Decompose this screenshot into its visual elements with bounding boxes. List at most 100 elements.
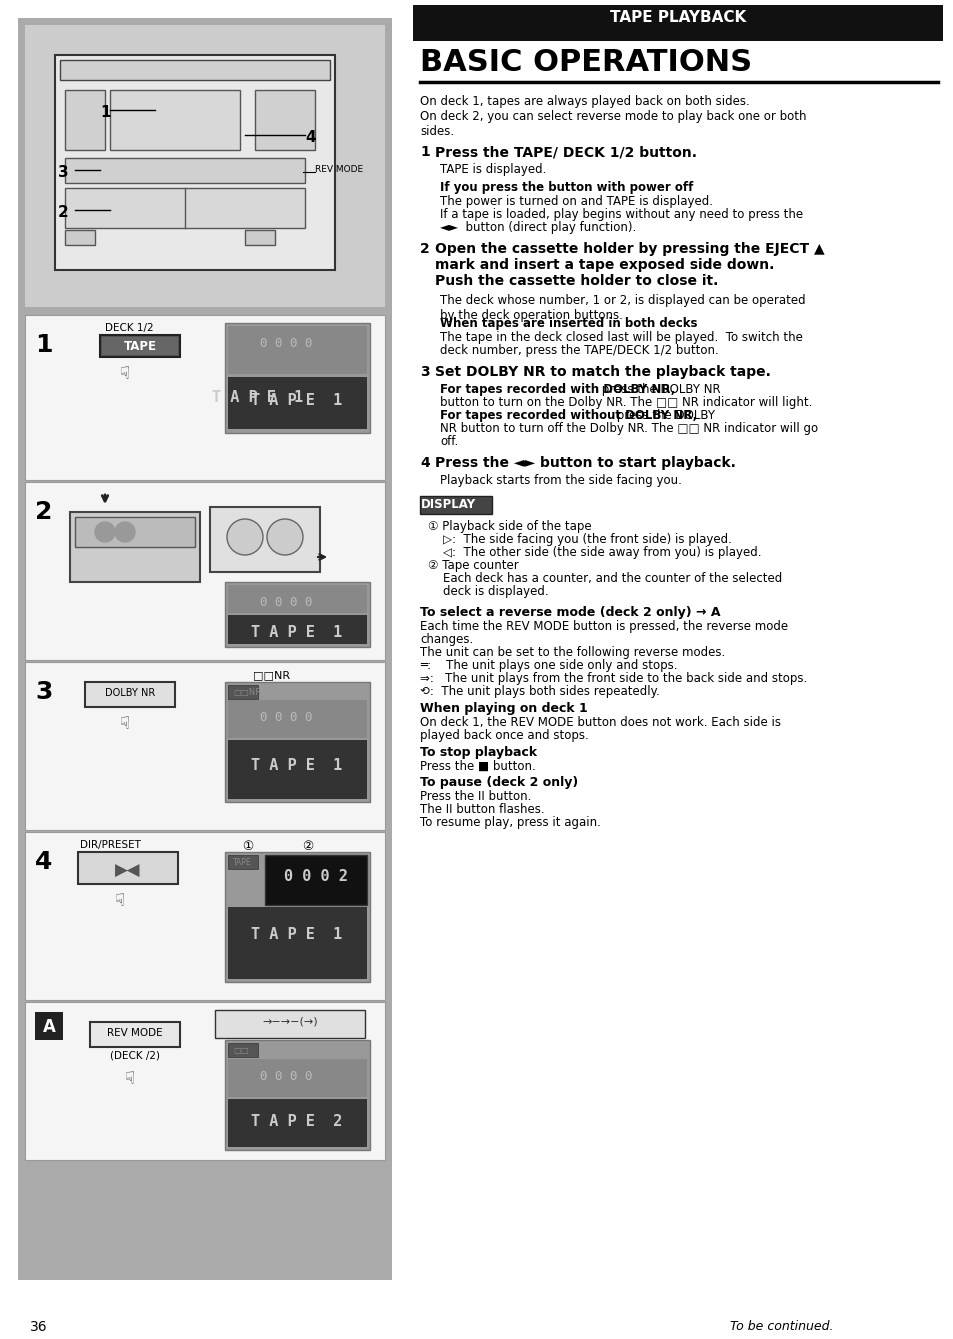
Bar (25, 482, 385, 660)
Bar (60, 60, 330, 80)
Bar (413, 5, 942, 42)
Text: Press the ■ button.: Press the ■ button. (419, 761, 536, 773)
Text: TAPE PLAYBACK: TAPE PLAYBACK (609, 9, 745, 25)
Bar (228, 1043, 257, 1056)
Text: NR button to turn off the Dolby NR. The □□ NR indicator will go: NR button to turn off the Dolby NR. The … (439, 422, 818, 435)
Text: ② Tape counter: ② Tape counter (428, 558, 518, 572)
Bar (102, 337, 178, 355)
Text: 3: 3 (419, 366, 429, 379)
Bar (228, 700, 367, 738)
Text: DECK 1/2: DECK 1/2 (105, 323, 153, 333)
Bar (225, 582, 370, 647)
Text: press the DOLBY: press the DOLBY (612, 408, 714, 422)
Text: To select a reverse mode (deck 2 only) → A: To select a reverse mode (deck 2 only) →… (419, 607, 720, 619)
Text: If you press the button with power off: If you press the button with power off (439, 181, 693, 194)
Text: ☟: ☟ (120, 366, 130, 383)
Bar (70, 511, 200, 582)
Bar (65, 187, 305, 228)
Bar (228, 686, 257, 699)
Text: REV MODE: REV MODE (107, 1028, 163, 1038)
Text: Press the TAPE/ DECK 1/2 button.: Press the TAPE/ DECK 1/2 button. (435, 145, 697, 159)
Text: played back once and stops.: played back once and stops. (419, 728, 588, 742)
Text: Set DOLBY NR to match the playback tape.: Set DOLBY NR to match the playback tape. (435, 366, 770, 379)
Text: 4: 4 (305, 130, 315, 145)
Bar (110, 90, 240, 150)
Bar (18, 17, 392, 1280)
Bar (25, 661, 385, 830)
Text: 2: 2 (35, 499, 52, 524)
Text: Each time the REV MODE button is pressed, the reverse mode: Each time the REV MODE button is pressed… (419, 620, 787, 633)
Bar (100, 335, 180, 358)
Circle shape (115, 522, 135, 542)
Text: 2: 2 (58, 205, 69, 220)
Text: ②: ② (302, 840, 314, 853)
Text: If a tape is loaded, play begins without any need to press the: If a tape is loaded, play begins without… (439, 208, 802, 221)
Text: For tapes recorded with DOLBY NR,: For tapes recorded with DOLBY NR, (439, 383, 675, 396)
Bar (25, 25, 385, 307)
Text: ☟: ☟ (120, 715, 130, 732)
Bar (228, 856, 257, 869)
Text: TAPE: TAPE (233, 858, 252, 866)
Text: ☟: ☟ (125, 1070, 135, 1089)
Text: T A P E  1: T A P E 1 (251, 625, 342, 640)
Bar (228, 907, 367, 979)
Text: T A P E  1: T A P E 1 (251, 394, 342, 408)
Bar (245, 230, 274, 245)
Text: Playback starts from the side facing you.: Playback starts from the side facing you… (439, 474, 681, 487)
Text: A: A (43, 1018, 55, 1036)
Bar (228, 585, 367, 613)
Circle shape (95, 522, 115, 542)
Bar (228, 1059, 367, 1097)
Text: ◄►  button (direct play function).: ◄► button (direct play function). (439, 221, 636, 234)
Text: (DECK /2): (DECK /2) (110, 1050, 160, 1060)
Text: 0 0 0 0: 0 0 0 0 (260, 711, 313, 724)
Bar (210, 507, 319, 572)
Text: 1: 1 (100, 104, 111, 121)
Text: 0 0 0 0: 0 0 0 0 (260, 596, 313, 609)
Bar (75, 517, 194, 548)
Text: Each deck has a counter, and the counter of the selected: Each deck has a counter, and the counter… (428, 572, 781, 585)
Text: To stop playback: To stop playback (419, 746, 537, 759)
Bar (65, 158, 305, 183)
Bar (225, 682, 370, 802)
Bar (228, 740, 367, 799)
Text: ▷:  The side facing you (the front side) is played.: ▷: The side facing you (the front side) … (428, 533, 731, 546)
Text: 4: 4 (419, 457, 429, 470)
Text: For tapes recorded without DOLBY NR,: For tapes recorded without DOLBY NR, (439, 408, 697, 422)
Circle shape (227, 520, 263, 554)
Text: Press the II button.: Press the II button. (419, 790, 531, 803)
Text: ①: ① (242, 840, 253, 853)
Text: DISPLAY: DISPLAY (420, 498, 476, 511)
Text: 36: 36 (30, 1320, 48, 1334)
Text: ═:    The unit plays one side only and stops.: ═: The unit plays one side only and stop… (419, 659, 677, 672)
Bar (214, 1010, 365, 1038)
Text: T A P E  2: T A P E 2 (251, 1114, 342, 1129)
Text: changes.: changes. (419, 633, 473, 645)
Text: The power is turned on and TAPE is displayed.: The power is turned on and TAPE is displ… (439, 195, 712, 208)
Bar (228, 1099, 367, 1148)
Text: button to turn on the Dolby NR. The □□ NR indicator will light.: button to turn on the Dolby NR. The □□ N… (439, 396, 812, 408)
Text: ① Playback side of the tape: ① Playback side of the tape (428, 520, 591, 533)
Text: 1: 1 (35, 333, 52, 358)
Bar (228, 325, 367, 374)
Bar (35, 1012, 63, 1040)
Text: 4: 4 (35, 850, 52, 874)
Text: →−→−(→): →−→−(→) (262, 1018, 317, 1027)
Text: deck is displayed.: deck is displayed. (428, 585, 548, 599)
Text: ☟: ☟ (114, 892, 125, 911)
Text: REV MODE: REV MODE (314, 165, 363, 174)
Text: ▶◀: ▶◀ (115, 862, 141, 880)
Bar (90, 1022, 180, 1047)
Text: □□NR: □□NR (253, 670, 290, 680)
Text: 1: 1 (419, 145, 429, 159)
Bar (55, 55, 335, 270)
Text: 3: 3 (58, 165, 69, 179)
Bar (225, 1040, 370, 1150)
Text: On deck 1, the REV MODE button does not work. Each side is: On deck 1, the REV MODE button does not … (419, 716, 781, 728)
Text: When playing on deck 1: When playing on deck 1 (419, 702, 587, 715)
Circle shape (267, 520, 303, 554)
Text: The deck whose number, 1 or 2, is displayed can be operated
by the deck operatio: The deck whose number, 1 or 2, is displa… (439, 295, 804, 321)
Bar (25, 832, 385, 1000)
Bar (228, 378, 367, 428)
Text: DIR/PRESET: DIR/PRESET (80, 840, 141, 850)
